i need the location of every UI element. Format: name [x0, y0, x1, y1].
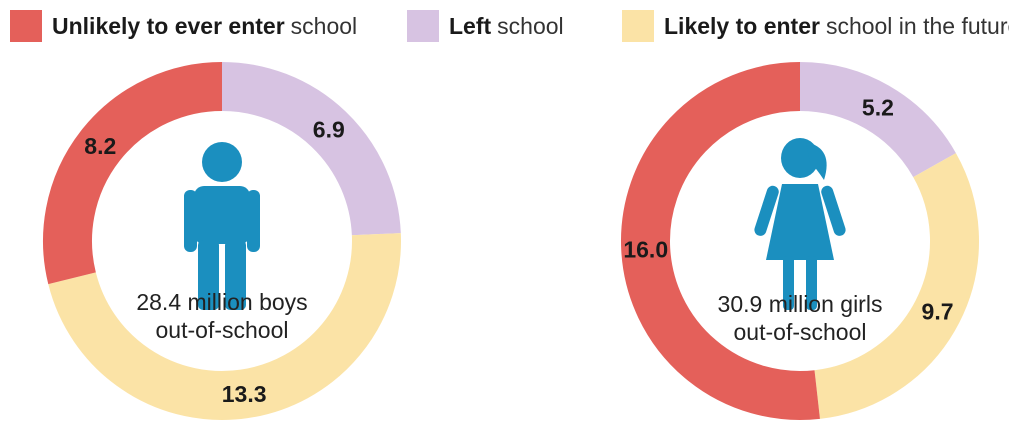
donut-segment-likely: [813, 153, 979, 419]
legend: Unlikely to ever enter school Left schoo…: [10, 8, 1009, 44]
donut-girls: 16.0 5.2 9.7 30.9 million girlsout-of-schoo…: [621, 62, 979, 420]
donut-segment-left: [799, 62, 956, 178]
center-caption-line: 30.9 million girls: [718, 291, 883, 317]
segment-label: 16.0: [623, 237, 668, 263]
legend-label-bold: Left: [449, 12, 492, 39]
legend-swatch-likely: [622, 10, 654, 42]
boy-icon: [184, 142, 260, 310]
girl-icon: [754, 138, 846, 310]
legend-label-light: school in the future: [825, 12, 1009, 39]
segment-label: 5.2: [862, 95, 894, 121]
donut-segment-left: [221, 62, 401, 236]
legend-item-likely: Likely to enter school in the future: [622, 8, 1009, 44]
legend-label-bold: Likely to enter: [664, 12, 820, 39]
legend-item-unlikely: Unlikely to ever enter school: [10, 8, 357, 44]
legend-swatch-unlikely: [10, 10, 42, 42]
segment-label: 9.7: [922, 298, 954, 324]
center-caption-line: out-of-school: [156, 317, 289, 343]
donut-segment-unlikely: [621, 62, 820, 420]
segment-label: 13.3: [222, 381, 267, 407]
legend-label-light: school: [290, 12, 358, 39]
legend-item-left: Left school: [407, 8, 564, 44]
legend-label-bold: Unlikely to ever enter: [52, 12, 285, 39]
legend-swatch-left: [407, 10, 439, 42]
center-caption-line: 28.4 million boys: [136, 289, 307, 315]
donut-segment-likely: [48, 233, 401, 420]
legend-label-light: school: [497, 12, 564, 39]
donut-segment-unlikely: [43, 62, 223, 285]
center-caption-line: out-of-school: [734, 319, 867, 345]
segment-label: 6.9: [313, 116, 345, 142]
segment-label: 8.2: [84, 133, 116, 159]
